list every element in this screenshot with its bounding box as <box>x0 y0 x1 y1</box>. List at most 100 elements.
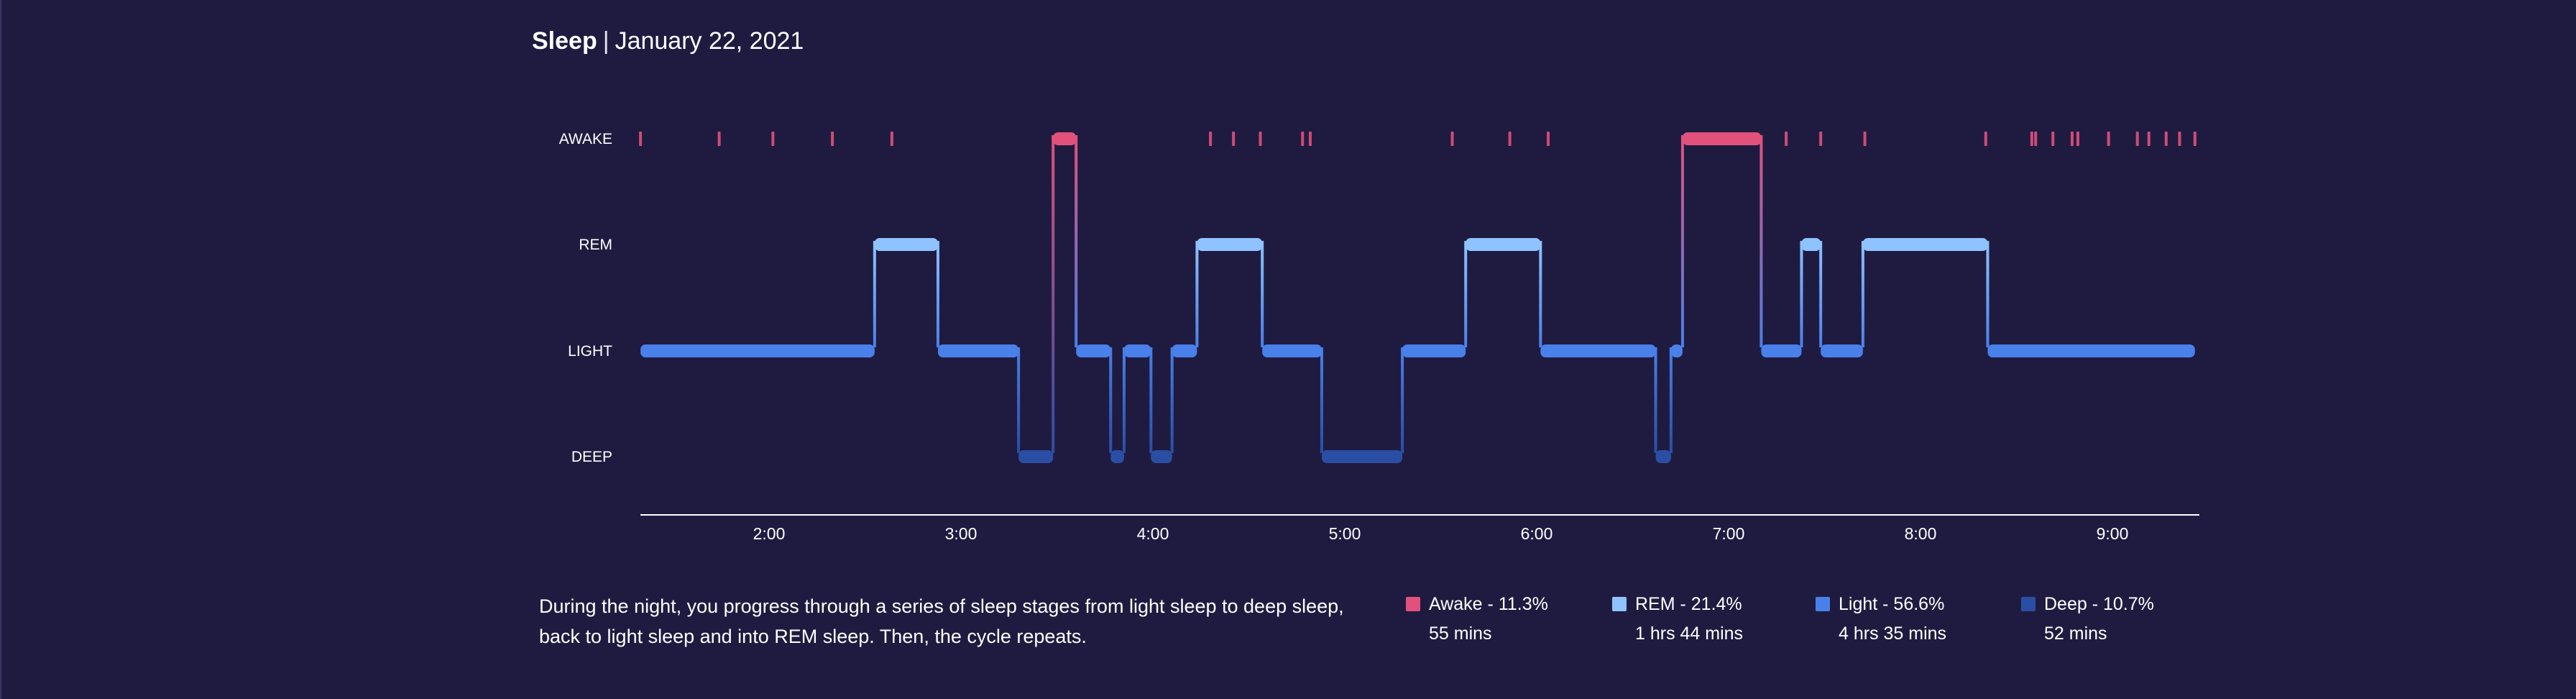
stage-transition <box>1986 241 1990 347</box>
segment-awake <box>1682 132 1762 145</box>
awake-blip <box>1984 132 1987 146</box>
x-tick-label: 2:00 <box>753 524 786 543</box>
awake-blip <box>2147 132 2150 146</box>
legend-item-rem: REM - 21.4% 1 hrs 44 mins <box>1612 594 1743 644</box>
stage-transition <box>1017 347 1021 453</box>
awake-blip <box>1259 132 1262 146</box>
x-tick-label: 7:00 <box>1713 524 1745 543</box>
x-tick-label: 5:00 <box>1329 524 1361 543</box>
awake-blip <box>2164 132 2168 146</box>
segment-light <box>1402 344 1466 357</box>
legend-swatch <box>1406 597 1420 611</box>
awake-blip <box>2051 132 2055 146</box>
awake-blip <box>831 132 834 146</box>
legend-item-light: Light - 56.6% 4 hrs 35 mins <box>1816 594 1946 644</box>
awake-blip <box>2193 132 2196 146</box>
stage-label-light: LIGHT <box>568 343 612 360</box>
stage-transition <box>1464 241 1468 347</box>
stage-transition <box>936 241 939 347</box>
legend-duration: 4 hrs 35 mins <box>1839 623 1947 644</box>
segment-rem <box>1862 238 1988 251</box>
segment-light <box>1172 344 1197 357</box>
segment-light <box>1821 344 1863 357</box>
awake-blips <box>639 132 2196 146</box>
x-tick-label: 3:00 <box>945 524 978 543</box>
awake-blip <box>717 132 721 146</box>
x-tick-label: 9:00 <box>2097 524 2129 543</box>
legend-swatch <box>1816 597 1830 611</box>
stage-segments <box>640 132 2195 463</box>
awake-blip <box>2107 132 2110 146</box>
stage-transition <box>1261 241 1264 347</box>
stage-transition <box>1654 347 1657 453</box>
stage-transition <box>1819 241 1823 347</box>
stage-transition <box>1760 135 1763 347</box>
stage-transition <box>1401 347 1404 453</box>
awake-blip <box>2178 132 2181 146</box>
stage-transition <box>1075 135 1078 347</box>
stage-transition <box>1052 135 1055 453</box>
stage-transition <box>1320 347 1323 453</box>
stage-label-rem: REM <box>579 237 612 253</box>
x-tick-labels: 2:00 3:00 4:00 5:00 6:00 7:00 8:00 9:00 <box>753 524 2129 543</box>
stage-transition <box>873 241 876 347</box>
stage-label-awake: AWAKE <box>559 131 612 147</box>
awake-blip <box>2070 132 2074 146</box>
title-date: January 22, 2021 <box>615 27 804 55</box>
awake-blip <box>2034 132 2038 146</box>
legend-label: Light - 56.6% <box>1839 594 1945 614</box>
awake-blip <box>2030 132 2033 146</box>
segment-awake <box>1053 132 1077 145</box>
segment-deep <box>1110 450 1124 463</box>
awake-blip <box>639 132 643 146</box>
awake-blip <box>1785 132 1788 146</box>
legend-label: Deep - 10.7% <box>2044 594 2154 614</box>
stage-transitions <box>873 135 1990 453</box>
awake-blip <box>1863 132 1867 146</box>
segment-deep <box>1018 450 1054 463</box>
legend-item-awake: Awake - 11.3% 55 mins <box>1406 594 1548 644</box>
segment-deep <box>1321 450 1403 463</box>
stage-transition <box>1149 347 1153 453</box>
stage-transition <box>1122 347 1126 453</box>
x-tick-label: 8:00 <box>1905 524 1937 543</box>
legend-duration: 52 mins <box>2044 623 2107 644</box>
awake-blip <box>2076 132 2079 146</box>
x-tick-label: 6:00 <box>1521 524 1553 543</box>
legend-item-deep: Deep - 10.7% 52 mins <box>2021 594 2154 644</box>
segment-light <box>1670 344 1683 357</box>
stage-transition <box>1539 241 1542 347</box>
page-title: Sleep | January 22, 2021 <box>532 27 804 55</box>
stage-transition <box>1109 347 1113 453</box>
segment-light <box>1123 344 1151 357</box>
title-separator: | <box>602 27 610 55</box>
stage-transition <box>1800 241 1803 347</box>
stage-transition <box>1195 241 1199 347</box>
segment-light <box>937 344 1019 357</box>
awake-blip <box>890 132 893 146</box>
segment-light <box>1262 344 1322 357</box>
title-label: Sleep <box>532 27 597 55</box>
stage-transition <box>1680 135 1684 347</box>
awake-blip <box>1308 132 1312 146</box>
legend-label: REM - 21.4% <box>1635 594 1742 614</box>
legend-swatch <box>2021 597 2036 611</box>
segment-deep <box>1151 450 1172 463</box>
awake-blip <box>1508 132 1512 146</box>
segment-deep <box>1655 450 1671 463</box>
awake-blip <box>1232 132 1236 146</box>
awake-blip <box>1301 132 1305 146</box>
awake-blip <box>1209 132 1213 146</box>
segment-rem <box>874 238 938 251</box>
segment-light <box>1076 344 1111 357</box>
segment-light <box>1540 344 1656 357</box>
x-tick-label: 4:00 <box>1137 524 1169 543</box>
awake-blip <box>1450 132 1454 146</box>
awake-blip <box>1819 132 1823 146</box>
segment-rem <box>1197 238 1263 251</box>
stage-transition <box>1861 241 1864 347</box>
awake-blip <box>2135 132 2139 146</box>
segment-rem <box>1466 238 1541 251</box>
